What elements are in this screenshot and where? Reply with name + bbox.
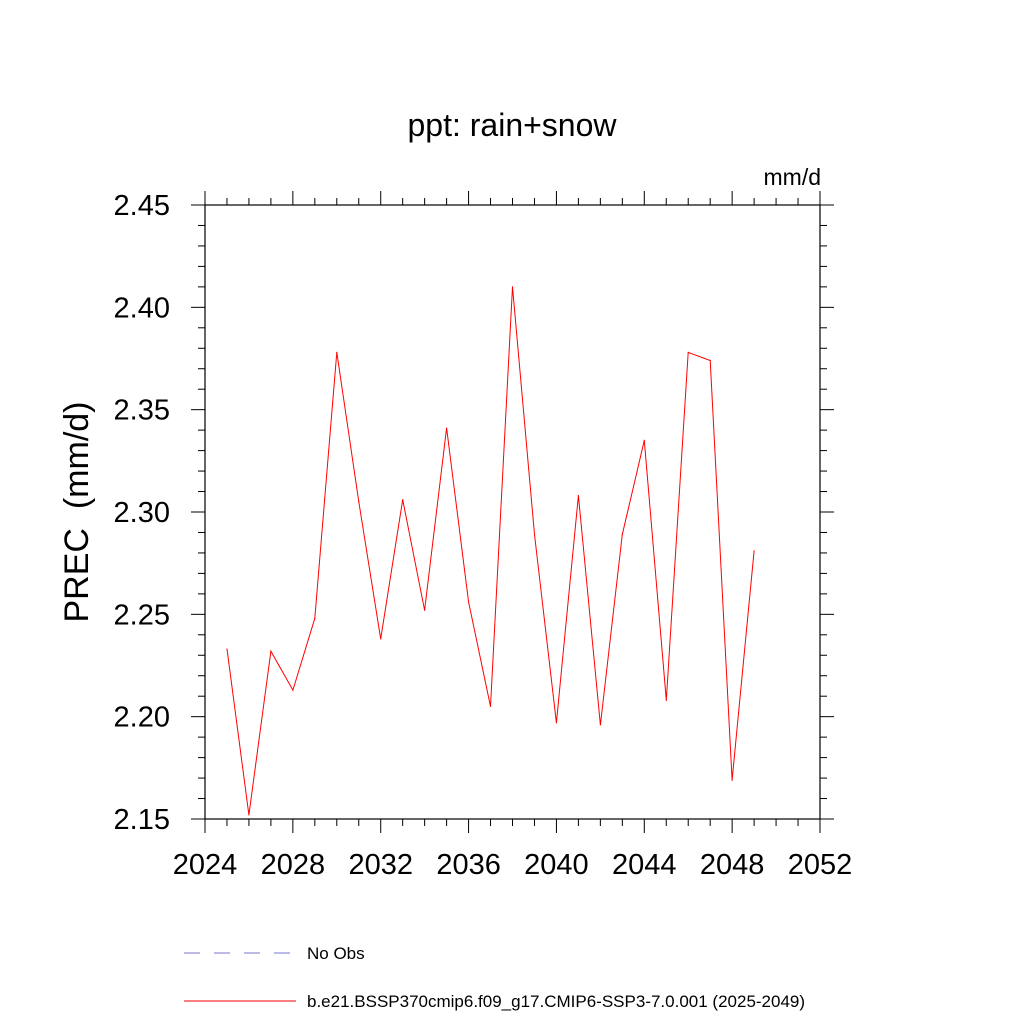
y-tick-label: 2.20 <box>114 702 170 734</box>
y-tick-label: 2.15 <box>114 804 170 836</box>
data-point <box>424 609 426 611</box>
data-point <box>511 286 514 288</box>
y-axis-label: PREC (mm/d) <box>58 402 96 623</box>
data-point <box>226 648 228 650</box>
data-point <box>577 495 579 497</box>
x-tick-label: 2028 <box>261 849 326 881</box>
data-point <box>489 705 492 708</box>
legend-label-no-obs: No Obs <box>307 944 365 963</box>
x-tick-labels: 2024 2028 2032 2036 2040 2044 2048 2052 <box>173 849 853 881</box>
data-point <box>467 601 470 603</box>
y-tick-label: 2.35 <box>114 395 170 427</box>
x-tick-label: 2052 <box>788 849 853 881</box>
data-point <box>643 439 645 441</box>
x-tick-label: 2040 <box>524 849 589 881</box>
data-point <box>753 550 755 552</box>
data-point <box>665 699 667 701</box>
x-tick-label: 2044 <box>612 849 677 881</box>
axis-ticks <box>191 191 834 833</box>
legend: No Obs b.e21.BSSP370cmip6.f09_g17.CMIP6-… <box>184 944 805 1011</box>
x-tick-label: 2048 <box>700 849 765 881</box>
data-point <box>292 689 294 691</box>
data-point <box>621 533 623 536</box>
y-tick-labels: 2.15 2.20 2.25 2.30 2.35 2.40 2.45 <box>114 190 170 836</box>
y-tick-label: 2.25 <box>114 599 170 631</box>
data-point <box>709 359 711 362</box>
data-point <box>599 724 601 726</box>
data-point <box>270 650 272 652</box>
y-tick-label: 2.45 <box>114 190 170 222</box>
data-point <box>248 814 250 816</box>
units-label: mm/d <box>764 164 822 190</box>
data-point <box>380 638 382 640</box>
legend-label-model-run: b.e21.BSSP370cmip6.f09_g17.CMIP6-SSP3-7.… <box>307 992 805 1011</box>
x-tick-label: 2024 <box>173 849 238 881</box>
y-tick-label: 2.40 <box>114 292 170 324</box>
data-point <box>731 779 733 781</box>
plot-frame <box>204 204 821 820</box>
data-series <box>226 286 755 816</box>
y-tick-label: 2.30 <box>114 497 170 529</box>
data-point <box>402 499 404 501</box>
series-line <box>226 286 755 815</box>
data-point <box>533 533 536 536</box>
data-point <box>555 722 558 724</box>
x-tick-label: 2032 <box>348 849 413 881</box>
data-point <box>446 427 448 429</box>
data-point <box>336 351 338 353</box>
data-point <box>358 501 360 503</box>
chart-title: ppt: rain+snow <box>407 107 617 143</box>
x-tick-label: 2036 <box>436 849 501 881</box>
data-point <box>314 617 316 620</box>
data-point <box>687 351 689 353</box>
